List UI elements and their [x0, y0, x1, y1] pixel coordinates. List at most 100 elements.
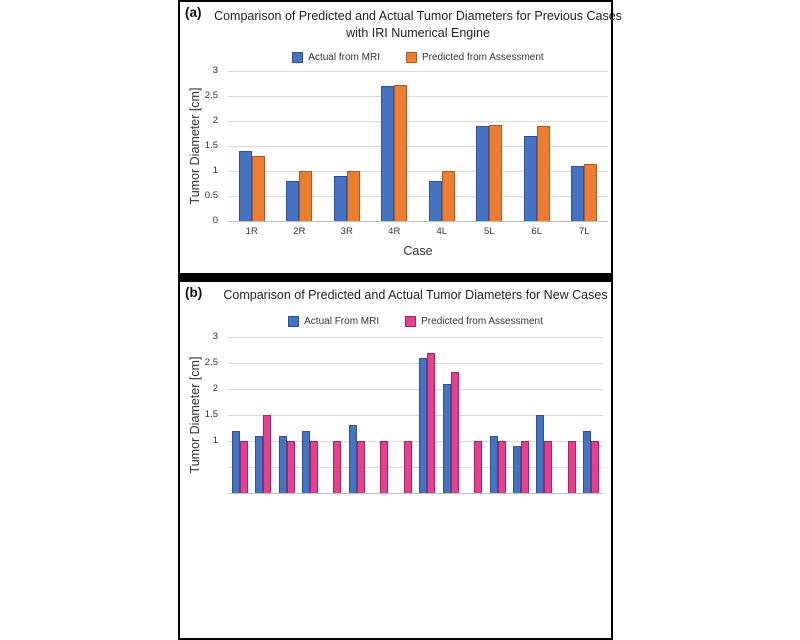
chart-title-line: with IRI Numerical Engine — [346, 26, 490, 40]
bar — [286, 441, 295, 493]
y-tick-label: 1 — [212, 435, 218, 446]
x-axis-title: Case — [403, 244, 433, 258]
legend-swatch-icon — [288, 316, 300, 327]
bar — [255, 435, 264, 493]
bar — [450, 371, 459, 493]
legend-series-label: Predicted from Assessment — [421, 316, 543, 327]
gridline — [228, 171, 608, 172]
bar — [239, 441, 248, 493]
bar — [302, 430, 311, 493]
bar — [356, 441, 365, 493]
x-tick-label: 4L — [436, 226, 448, 237]
x-tick-label: 3R — [340, 226, 353, 237]
bar — [419, 357, 428, 493]
x-axis-line — [228, 221, 608, 222]
legend-swatch-icon — [405, 316, 417, 327]
gridline — [228, 415, 603, 416]
y-tick-label: 3 — [212, 65, 218, 76]
x-tick-label: 7L — [578, 226, 590, 237]
y-tick-label: 2 — [212, 383, 218, 394]
y-tick-label: 1.5 — [204, 409, 218, 420]
bar — [489, 435, 498, 493]
gridline — [228, 337, 603, 338]
x-tick-label: 5L — [483, 226, 495, 237]
x-tick-label: 1R — [245, 226, 258, 237]
bar — [523, 136, 537, 221]
bar — [380, 441, 389, 493]
bar — [348, 425, 357, 493]
bar — [489, 125, 503, 221]
legend-swatch-icon — [292, 52, 304, 63]
bar — [427, 352, 436, 493]
chart-title-line: Comparison of Predicted and Actual Tumor… — [223, 288, 608, 302]
y-axis-title: Tumor Diameter [cm] — [188, 356, 202, 474]
x-tick-label: 6L — [531, 226, 543, 237]
gridline — [228, 146, 608, 147]
panel-divider — [178, 273, 613, 282]
gridline — [228, 71, 608, 72]
gridline — [228, 363, 603, 364]
bar — [403, 441, 412, 493]
gridline — [228, 96, 608, 97]
x-tick-label: 4R — [388, 226, 401, 237]
bar — [512, 446, 521, 493]
legend-series-label: Actual From MRI — [304, 316, 380, 327]
chart-title: Comparison of Predicted and Actual Tumor… — [194, 287, 637, 304]
gridline — [228, 441, 603, 442]
bar — [567, 441, 576, 493]
chart-a-previous-cases: (a) Comparison of Predicted and Actual T… — [180, 2, 622, 638]
bar — [474, 441, 483, 493]
bar — [238, 151, 252, 221]
legend: Actual From MRI Predicted from Assessment — [228, 316, 603, 327]
legend: Actual from MRI Predicted from Assessment — [228, 52, 608, 63]
bar — [286, 181, 300, 221]
gridline — [228, 196, 608, 197]
panel-label-b: (b) — [185, 285, 203, 300]
gridline — [228, 121, 608, 122]
legend-item: Actual From MRI — [288, 316, 379, 327]
legend-item: Actual from MRI — [292, 52, 380, 63]
bar — [333, 441, 342, 493]
bar — [497, 441, 506, 493]
bar — [536, 415, 545, 493]
y-tick-label: 2 — [212, 115, 218, 126]
legend-item: Predicted from Assessment — [405, 316, 543, 327]
bar — [263, 415, 272, 493]
figure-panel: (a) Comparison of Predicted and Actual T… — [178, 0, 622, 640]
bar — [571, 166, 585, 221]
bar — [583, 430, 592, 493]
chart-b-new-cases: (b) Comparison of Predicted and Actual T… — [180, 2, 611, 638]
bar — [584, 163, 598, 221]
bar — [333, 176, 347, 221]
y-tick-label: 1.5 — [204, 140, 218, 151]
bar — [278, 435, 287, 493]
chart-title-line: Comparison of Predicted and Actual Tumor… — [214, 9, 622, 23]
y-tick-label: 0.5 — [204, 190, 218, 201]
bar — [251, 156, 265, 221]
legend-series-label: Actual from MRI — [308, 52, 380, 63]
bar — [591, 441, 600, 493]
bar — [310, 441, 319, 493]
gridline — [228, 389, 603, 390]
bar — [520, 441, 529, 493]
y-tick-label: 1 — [212, 165, 218, 176]
x-axis-line — [228, 493, 603, 494]
bar — [381, 86, 395, 221]
chart-title: Comparison of Predicted and Actual Tumor… — [194, 8, 642, 42]
bar — [428, 181, 442, 221]
bar — [544, 441, 553, 493]
y-tick-label: 2.5 — [204, 90, 218, 101]
bar — [442, 383, 451, 493]
legend-item: Predicted from Assessment — [405, 52, 544, 63]
bar — [346, 171, 360, 221]
legend-series-label: Predicted from Assessment — [421, 52, 544, 63]
y-tick-label: 3 — [212, 331, 218, 342]
bar — [394, 84, 408, 221]
y-tick-label: 0 — [212, 215, 218, 226]
legend-swatch-icon — [405, 52, 417, 63]
bar — [299, 171, 313, 221]
bar — [231, 430, 240, 493]
panel-label-a: (a) — [185, 5, 202, 20]
bar — [536, 126, 550, 221]
bar — [476, 126, 490, 221]
